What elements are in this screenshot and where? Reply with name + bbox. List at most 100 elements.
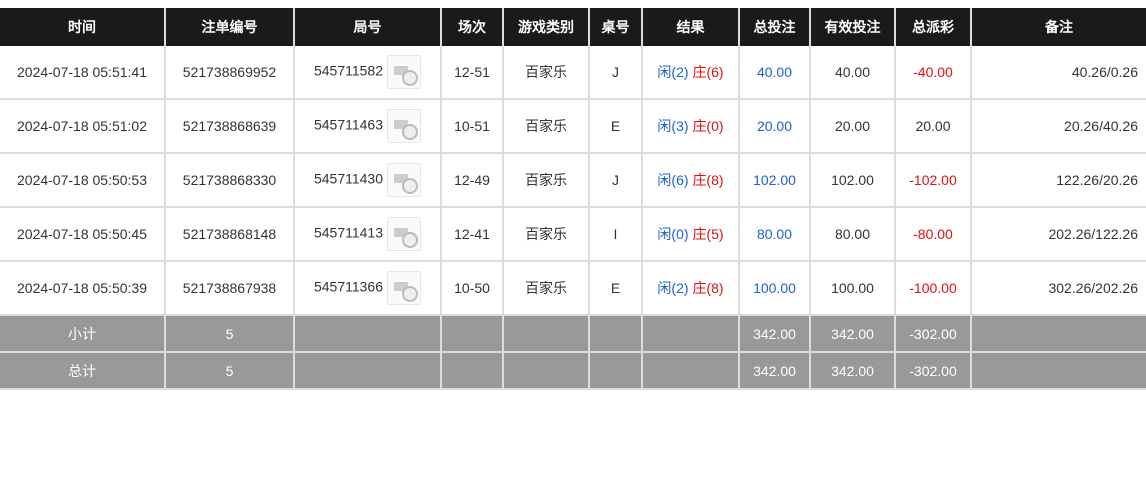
- table-no: E: [588, 261, 642, 316]
- summary-payout: -302.00: [894, 315, 971, 353]
- bet-id: 521738868148: [164, 207, 294, 262]
- time: 2024-07-18 05:51:02: [0, 99, 165, 154]
- player-result: 闲(0): [657, 226, 689, 242]
- total-bet: 40.00: [738, 46, 810, 100]
- result: 闲(0) 庄(5): [641, 207, 739, 262]
- bet-id: 521738868330: [164, 153, 294, 208]
- game-type: 百家乐: [502, 99, 589, 154]
- round-cell: 545711582: [293, 46, 441, 100]
- round-cell: 545711430: [293, 153, 441, 208]
- table-no: J: [588, 153, 642, 208]
- column-header: 桌号: [588, 8, 642, 46]
- summary-valid-bet: 342.00: [809, 315, 895, 353]
- payout: -100.00: [894, 261, 971, 316]
- time: 2024-07-18 05:50:53: [0, 153, 165, 208]
- table-row: 2024-07-18 05:50:45 521738868148 5457114…: [0, 207, 1146, 262]
- time: 2024-07-18 05:51:41: [0, 46, 165, 100]
- banker-result: 庄(6): [692, 64, 724, 80]
- summary-total-bet: 342.00: [738, 315, 810, 353]
- result: 闲(6) 庄(8): [641, 153, 739, 208]
- bet-records-table: 时间 注单编号 局号 场次 游戏类别 桌号 结果 总投注 有效投注 总派彩 备注 2024-07-1…: [0, 8, 1146, 390]
- summary-payout: -302.00: [894, 352, 971, 390]
- summary-row: 总计 5 342.00 342.00 -302.00: [0, 352, 1146, 390]
- total-bet: 80.00: [738, 207, 810, 262]
- video-replay-icon[interactable]: [387, 217, 422, 251]
- table-header: 时间 注单编号 局号 场次 游戏类别 桌号 结果 总投注 有效投注 总派彩 备注: [0, 8, 1146, 46]
- game-type: 百家乐: [502, 46, 589, 100]
- session: 12-41: [440, 207, 503, 262]
- note: 122.26/20.26: [970, 153, 1146, 208]
- session: 12-49: [440, 153, 503, 208]
- round-cell: 545711413: [293, 207, 441, 262]
- column-header: 局号: [293, 8, 441, 46]
- time: 2024-07-18 05:50:39: [0, 261, 165, 316]
- column-header: 有效投注: [809, 8, 895, 46]
- player-result: 闲(3): [657, 118, 689, 134]
- payout: -40.00: [894, 46, 971, 100]
- table-row: 2024-07-18 05:50:53 521738868330 5457114…: [0, 153, 1146, 208]
- game-type: 百家乐: [502, 207, 589, 262]
- summary-count: 5: [164, 352, 294, 390]
- column-header: 结果: [641, 8, 739, 46]
- column-header: 备注: [970, 8, 1146, 46]
- game-type: 百家乐: [502, 261, 589, 316]
- note: 202.26/122.26: [970, 207, 1146, 262]
- round-cell: 545711463: [293, 99, 441, 154]
- round-id: 545711582: [313, 62, 384, 79]
- banker-result: 庄(8): [692, 172, 724, 188]
- valid-bet: 100.00: [809, 261, 895, 316]
- game-type: 百家乐: [502, 153, 589, 208]
- table-no: I: [588, 207, 642, 262]
- video-replay-icon[interactable]: [387, 163, 422, 197]
- table-row: 2024-07-18 05:50:39 521738867938 5457113…: [0, 261, 1146, 316]
- summary-valid-bet: 342.00: [809, 352, 895, 390]
- summary-row: 小计 5 342.00 342.00 -302.00: [0, 315, 1146, 353]
- round-cell: 545711366: [293, 261, 441, 316]
- round-id: 545711366: [313, 278, 384, 295]
- result: 闲(2) 庄(6): [641, 46, 739, 100]
- result: 闲(3) 庄(0): [641, 99, 739, 154]
- column-header: 总派彩: [894, 8, 971, 46]
- column-header: 总投注: [738, 8, 810, 46]
- valid-bet: 102.00: [809, 153, 895, 208]
- player-result: 闲(2): [657, 280, 689, 296]
- column-header: 游戏类别: [502, 8, 589, 46]
- session: 10-51: [440, 99, 503, 154]
- valid-bet: 20.00: [809, 99, 895, 154]
- valid-bet: 40.00: [809, 46, 895, 100]
- result: 闲(2) 庄(8): [641, 261, 739, 316]
- note: 302.26/202.26: [970, 261, 1146, 316]
- payout: -80.00: [894, 207, 971, 262]
- video-replay-icon[interactable]: [387, 271, 422, 305]
- banker-result: 庄(5): [692, 226, 724, 242]
- round-id: 545711430: [313, 170, 384, 187]
- session: 10-50: [440, 261, 503, 316]
- table-row: 2024-07-18 05:51:41 521738869952 5457115…: [0, 46, 1146, 100]
- valid-bet: 80.00: [809, 207, 895, 262]
- bet-id: 521738868639: [164, 99, 294, 154]
- note: 20.26/40.26: [970, 99, 1146, 154]
- column-header: 场次: [440, 8, 503, 46]
- note: 40.26/0.26: [970, 46, 1146, 100]
- banker-result: 庄(0): [692, 118, 724, 134]
- table-no: J: [588, 46, 642, 100]
- banker-result: 庄(8): [692, 280, 724, 296]
- total-bet: 20.00: [738, 99, 810, 154]
- session: 12-51: [440, 46, 503, 100]
- total-bet: 102.00: [738, 153, 810, 208]
- summary-total-bet: 342.00: [738, 352, 810, 390]
- time: 2024-07-18 05:50:45: [0, 207, 165, 262]
- column-header: 注单编号: [164, 8, 294, 46]
- player-result: 闲(6): [657, 172, 689, 188]
- video-replay-icon[interactable]: [387, 55, 422, 89]
- table-no: E: [588, 99, 642, 154]
- table-row: 2024-07-18 05:51:02 521738868639 5457114…: [0, 99, 1146, 154]
- round-id: 545711463: [313, 116, 384, 133]
- player-result: 闲(2): [657, 64, 689, 80]
- bet-id: 521738869952: [164, 46, 294, 100]
- round-id: 545711413: [313, 224, 384, 241]
- payout: -102.00: [894, 153, 971, 208]
- total-bet: 100.00: [738, 261, 810, 316]
- video-replay-icon[interactable]: [387, 109, 422, 143]
- payout: 20.00: [894, 99, 971, 154]
